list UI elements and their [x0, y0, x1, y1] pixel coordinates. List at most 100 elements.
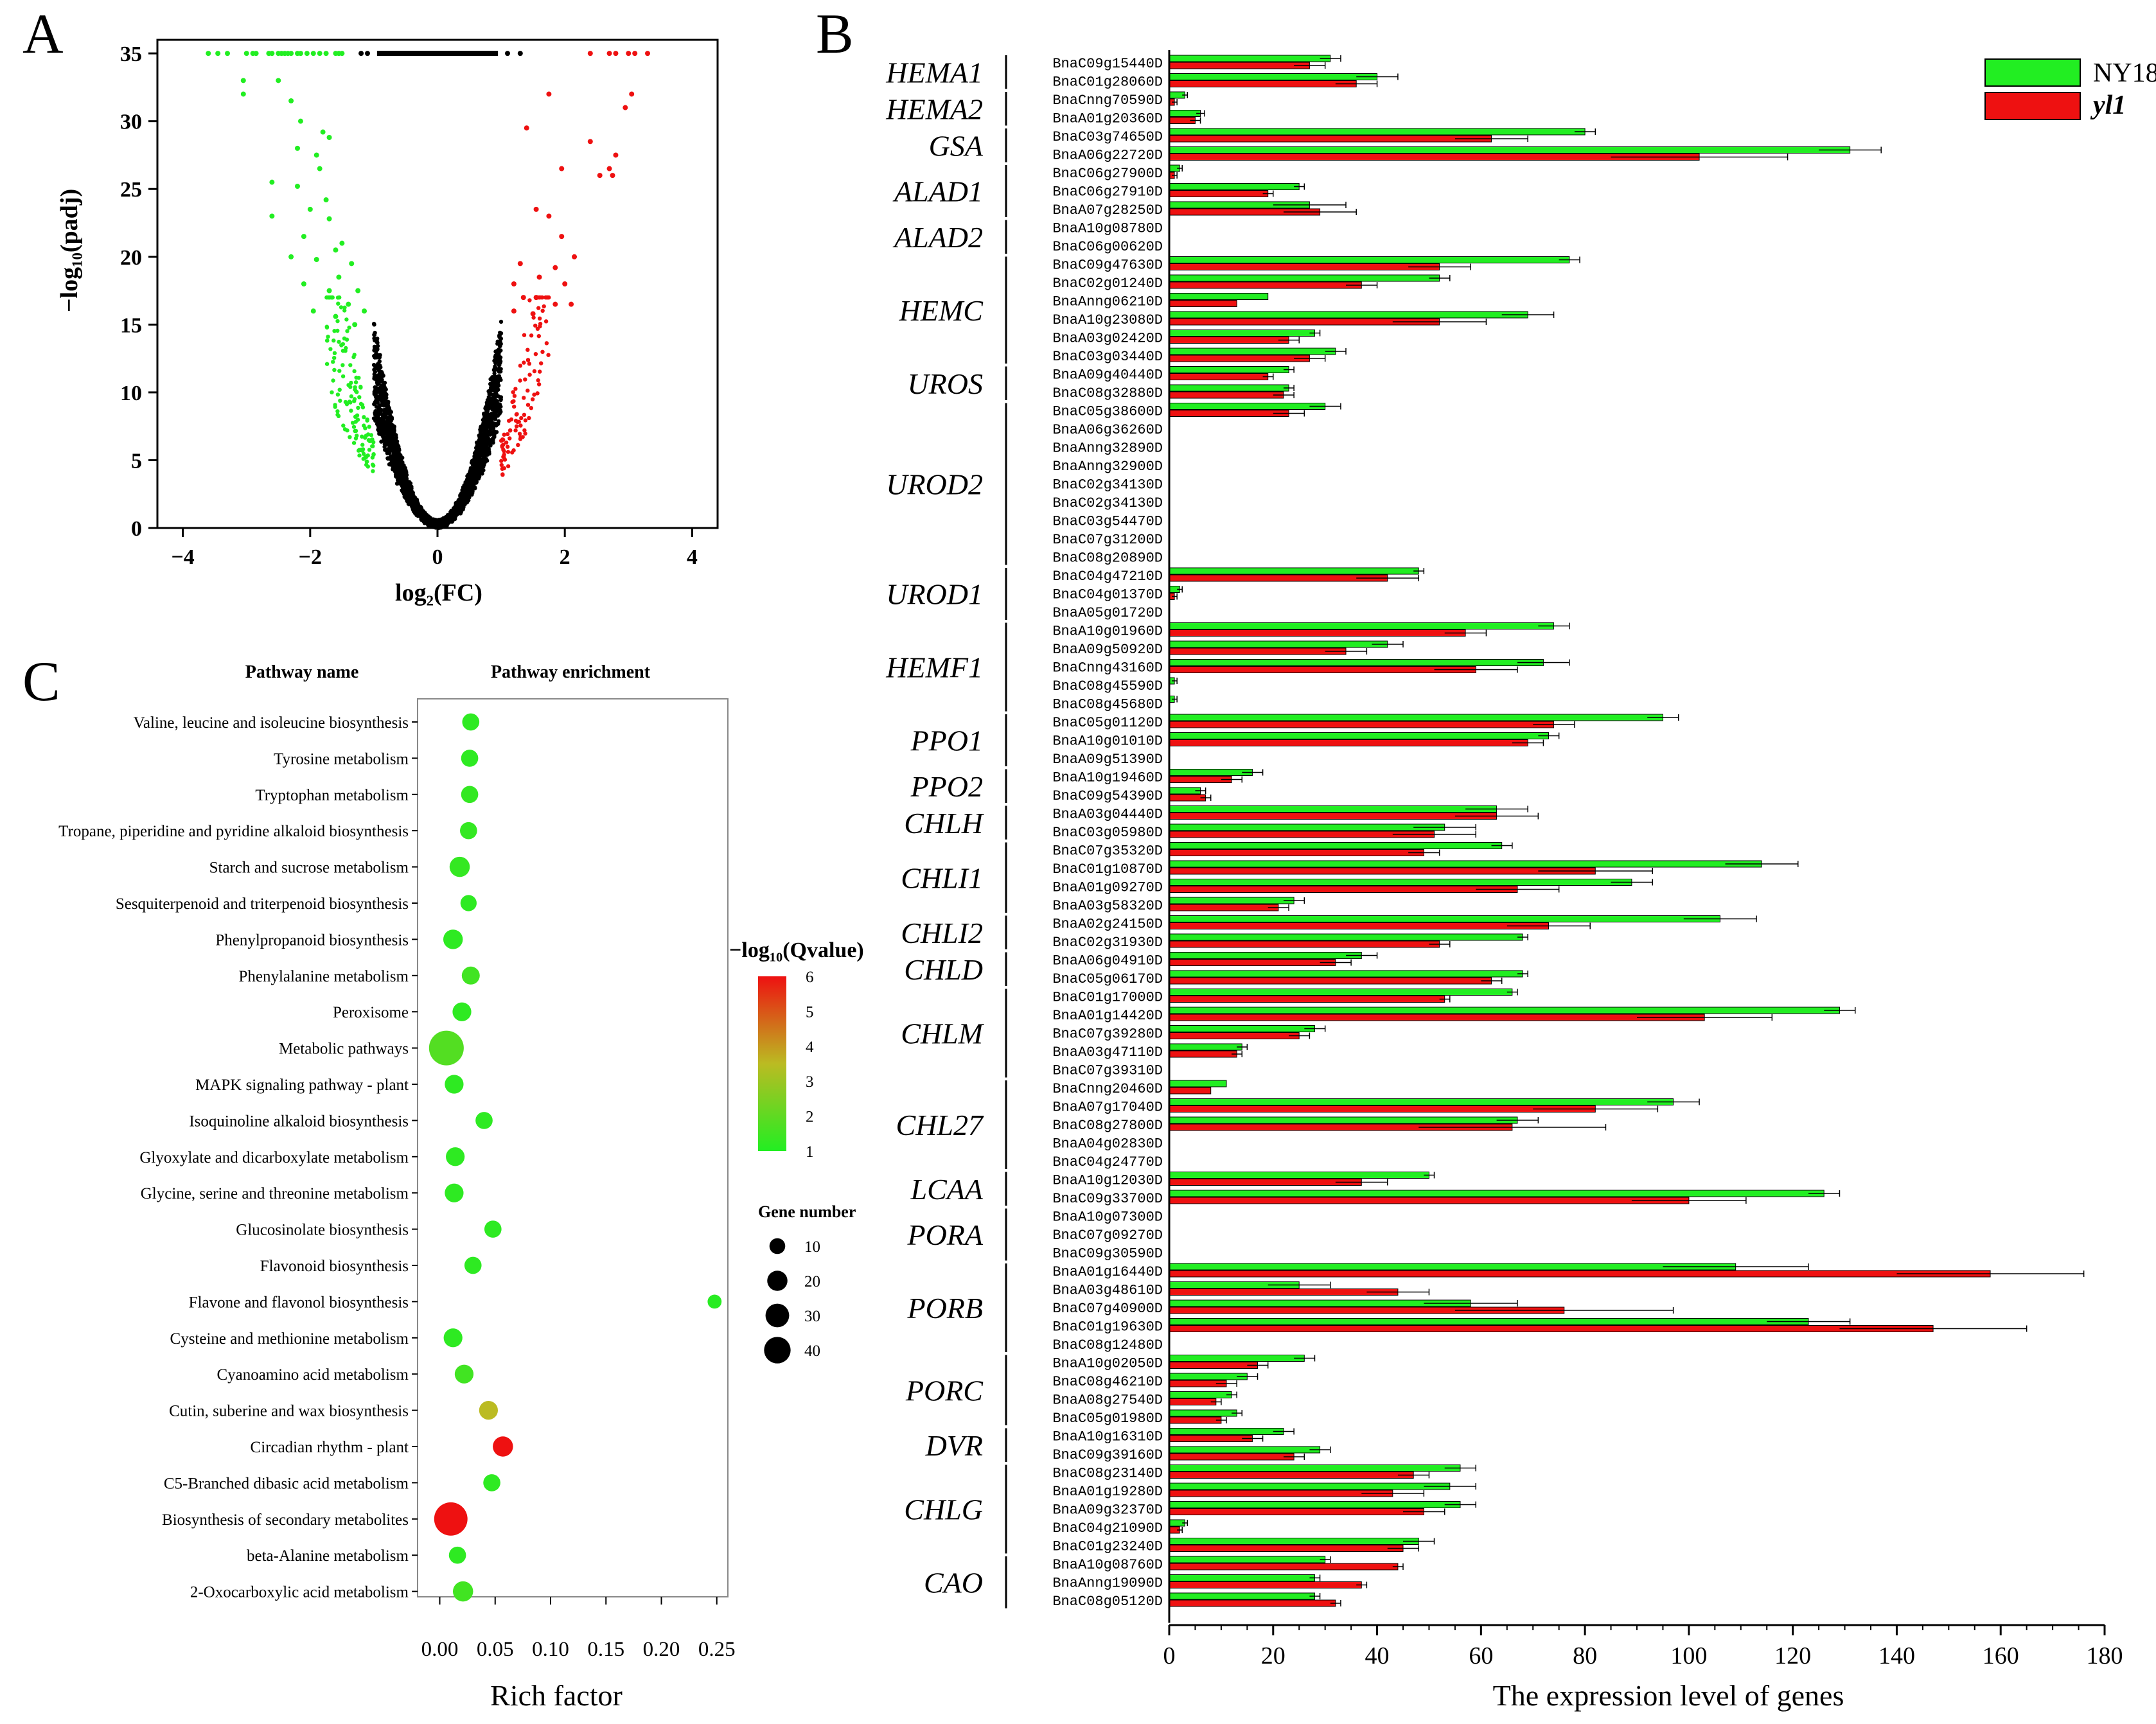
volcano-point-ns: [373, 412, 378, 417]
volcano-point-up: [536, 334, 541, 339]
pathway-bubble: [445, 1075, 464, 1094]
volcano-point-up: [511, 399, 516, 403]
bar-yl1: [1169, 1472, 1414, 1479]
gene-label: BnaA10g19460D: [1052, 770, 1163, 786]
pathway-label: Peroxisome: [333, 1004, 409, 1021]
volcano-point-ns: [493, 357, 498, 362]
pathway-bubble: [461, 786, 479, 804]
gene-label: BnaC08g12480D: [1052, 1337, 1163, 1353]
bar-yl1: [1169, 647, 1347, 655]
volcano-point-down: [355, 418, 360, 422]
bar-yl1: [1169, 867, 1596, 875]
volcano-point-up: [519, 416, 524, 421]
volcano-ytick-label: 10: [120, 382, 142, 405]
bar-yl1: [1169, 886, 1518, 893]
volcano-point-ns: [432, 518, 437, 522]
volcano-point-down: [324, 295, 329, 300]
volcano-point-ns: [492, 435, 497, 439]
volcano-point-down: [362, 415, 366, 419]
gene-label: BnaA10g12030D: [1052, 1173, 1163, 1189]
bar-yl1: [1169, 1270, 1991, 1278]
volcano-point-down: [364, 459, 369, 464]
gene-number-legend: Gene number 10 20 30 40: [758, 1202, 856, 1364]
bubble-xtick-label: 0.00: [421, 1638, 459, 1661]
gene-label: BnaA08g27540D: [1052, 1393, 1163, 1409]
gene-label: BnaC09g39160D: [1052, 1447, 1163, 1463]
volcano-point-ns: [389, 422, 394, 427]
volcano-point-ns: [484, 425, 489, 430]
colorbar-tick-label: 5: [806, 1003, 814, 1021]
volcano-point-down: [335, 409, 340, 414]
volcano-point-ns: [484, 406, 489, 410]
volcano-point-down: [348, 363, 353, 367]
bar-ny18: [1169, 384, 1289, 392]
volcano-point-ns: [459, 505, 464, 510]
gene-label: BnaC03g74650D: [1052, 129, 1163, 145]
volcano-point-ns: [492, 371, 497, 376]
bar-yl1: [1169, 813, 1498, 820]
gene-label: BnaA10g16310D: [1052, 1429, 1163, 1445]
volcano-point-up: [524, 125, 529, 131]
volcano-point-ns: [394, 474, 398, 479]
volcano-point-ns: [394, 435, 398, 440]
gene-group-name: CHLG: [904, 1493, 983, 1526]
pathway-bubble: [493, 1436, 513, 1457]
volcano-xtick-label: −2: [299, 545, 322, 569]
volcano-point-ns: [398, 462, 402, 467]
volcano-point-down-capped: [323, 51, 329, 57]
bubble-header-right: Pathway enrichment: [491, 662, 651, 682]
volcano-point-ns: [497, 374, 502, 378]
pathway-label: Cutin, suberine and wax biosynthesis: [169, 1403, 409, 1420]
gene-label: BnaC09g47630D: [1052, 258, 1163, 274]
volcano-point-ns: [391, 450, 396, 455]
gene-label: BnaA06g36260D: [1052, 422, 1163, 438]
bar-ny18: [1169, 1025, 1315, 1032]
pathway-bubble: [452, 1581, 473, 1602]
volcano-point-down: [351, 441, 357, 445]
volcano-point-down: [345, 329, 349, 333]
gene-group-name: CAO: [924, 1567, 983, 1599]
volcano-point-down: [326, 288, 332, 294]
bar-ny18: [1169, 769, 1253, 776]
bar-ny18: [1169, 256, 1570, 263]
bar-yl1: [1169, 794, 1206, 802]
pathway-bubble: [460, 895, 477, 911]
volcano-point-down: [352, 369, 357, 374]
volcano-point-ns: [411, 495, 416, 500]
volcano-point-up: [517, 261, 523, 267]
volcano-point-ns: [389, 455, 393, 460]
volcano-point-ns: [463, 498, 468, 503]
volcano-point-ns: [482, 411, 486, 416]
bar-ny18: [1169, 1446, 1321, 1454]
gene-label: BnaA10g07300D: [1052, 1209, 1163, 1226]
volcano-point-ns: [386, 437, 391, 441]
volcano-point-down: [328, 347, 333, 351]
volcano-point-down: [340, 374, 346, 379]
volcano-point-up: [552, 265, 558, 270]
volcano-point-down: [340, 363, 345, 367]
volcano-point-up-capped: [613, 51, 619, 57]
volcano-point-ns: [475, 453, 480, 458]
gene-group-name: LCAA: [910, 1173, 984, 1206]
volcano-point-ns: [462, 494, 466, 498]
expression-axes: 0 20 40 60 80 100 120 140 160 180: [1163, 50, 2123, 1669]
volcano-point-ns: [375, 381, 380, 386]
gene-label: BnaCnng20460D: [1052, 1081, 1163, 1097]
volcano-point-down: [330, 390, 334, 394]
volcano-point-down: [332, 356, 337, 360]
volcano-point-ns: [382, 396, 386, 401]
volcano-point-ns-capped: [517, 51, 523, 57]
volcano-point-down: [317, 166, 323, 172]
bar-ny18: [1169, 732, 1549, 739]
gene-label: BnaA03g02420D: [1052, 331, 1163, 347]
bar-yl1: [1169, 1599, 1336, 1607]
volcano-point-up: [522, 428, 527, 433]
volcano-point-ns: [391, 461, 396, 466]
gene-label: BnaC06g27900D: [1052, 166, 1163, 182]
volcano-point-ns: [499, 397, 503, 401]
volcano-point-down: [366, 432, 371, 437]
volcano-point-ns: [497, 361, 502, 365]
volcano-point-ns: [482, 416, 488, 420]
volcano-point-up: [533, 206, 539, 212]
bar-ny18: [1169, 274, 1440, 282]
